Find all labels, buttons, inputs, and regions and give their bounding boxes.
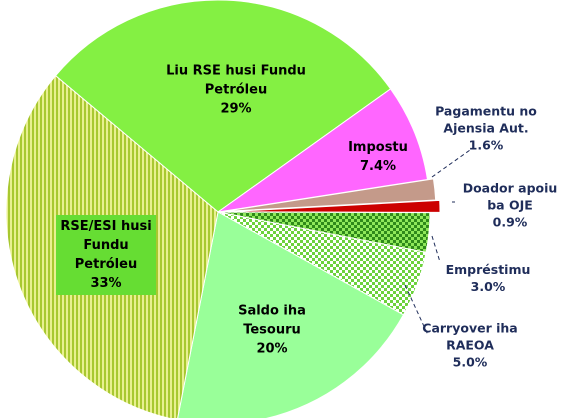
pie-slice bbox=[217, 88, 429, 213]
leader-line bbox=[431, 235, 441, 263]
slice-name: Pagamentu no Ajensia Aut. bbox=[435, 103, 537, 136]
slice-value: 0.9% bbox=[492, 214, 528, 230]
slice-label: Liu RSE husi Fundu Petróleu 29% bbox=[166, 62, 306, 119]
slice-label: Pagamentu no Ajensia Aut. 1.6% bbox=[416, 103, 556, 154]
slice-name: Impostu bbox=[348, 140, 408, 155]
slice-label: Saldo iha Tesouru 20% bbox=[222, 302, 322, 359]
leader-line bbox=[431, 149, 471, 178]
slice-label: Impostu 7.4% bbox=[333, 138, 423, 176]
slice-label: Carryover iha RAEOA 5.0% bbox=[420, 320, 520, 371]
slice-value: 29% bbox=[220, 101, 252, 117]
pie-slice bbox=[54, 0, 392, 213]
slice-value: 20% bbox=[256, 341, 288, 357]
slice-value: 7.4% bbox=[359, 159, 397, 174]
pie-slice bbox=[227, 199, 441, 213]
slice-name: Doador apoiu ba OJE bbox=[462, 180, 558, 213]
slice-name: RSE/ESI husi Fundu Petróleu bbox=[60, 219, 152, 272]
slice-name: Liu RSE husi Fundu Petróleu bbox=[166, 63, 306, 98]
slice-label: Doador apoiu ba OJE 0.9% bbox=[455, 180, 563, 231]
slice-name: Empréstimu bbox=[445, 262, 531, 277]
slice-value: 3.0% bbox=[470, 279, 506, 294]
slice-name: Carryover iha RAEOA bbox=[422, 320, 518, 353]
slice-value: 33% bbox=[90, 276, 122, 291]
slice-value: 1.6% bbox=[468, 137, 504, 153]
slice-value: 5.0% bbox=[452, 354, 488, 370]
leader-line bbox=[404, 284, 429, 336]
pie-slice bbox=[177, 211, 405, 418]
slice-label: RSE/ESI husi Fundu Petróleu 33% bbox=[56, 215, 156, 295]
pie-slice bbox=[223, 178, 437, 212]
slice-name: Saldo iha Tesouru bbox=[238, 303, 306, 338]
slice-label: Empréstimu 3.0% bbox=[438, 261, 538, 295]
